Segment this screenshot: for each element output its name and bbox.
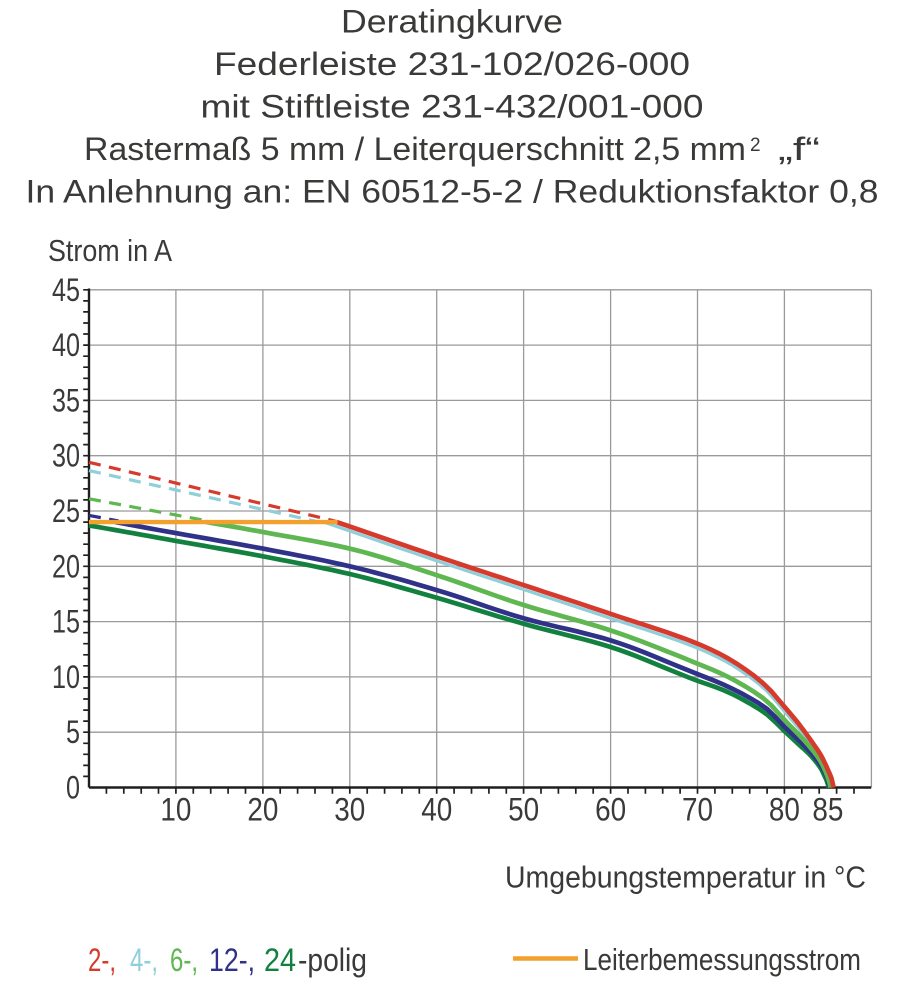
svg-text:10: 10: [160, 792, 191, 828]
svg-text:Deratingkurve: Deratingkurve: [341, 4, 563, 40]
svg-text:35: 35: [52, 382, 80, 418]
svg-text:In Anlehnung an: EN 60512-5-2: In Anlehnung an: EN 60512-5-2 / Reduktio…: [26, 174, 879, 210]
svg-text:2-,: 2-,: [88, 942, 116, 978]
svg-text:85: 85: [812, 792, 843, 828]
svg-text:20: 20: [247, 792, 278, 828]
svg-text:„f“: „f“: [778, 131, 820, 167]
svg-text:60: 60: [595, 792, 626, 828]
svg-text:15: 15: [52, 604, 80, 640]
svg-text:4-,: 4-,: [130, 942, 158, 978]
svg-text:45: 45: [52, 272, 80, 308]
svg-text:mit Stiftleiste 231-432/001-00: mit Stiftleiste 231-432/001-000: [201, 89, 704, 125]
svg-text:0: 0: [66, 770, 80, 806]
svg-text:Leiterbemessungsstrom: Leiterbemessungsstrom: [583, 942, 861, 977]
svg-text:5: 5: [66, 714, 80, 750]
svg-text:70: 70: [682, 792, 713, 828]
svg-text:Umgebungstemperatur in °C: Umgebungstemperatur in °C: [505, 860, 866, 895]
svg-text:Rastermaß 5 mm / Leiterquersch: Rastermaß 5 mm / Leiterquerschnitt 2,5 m…: [84, 131, 746, 167]
svg-text:-polig: -polig: [298, 942, 367, 978]
svg-text:20: 20: [52, 548, 80, 584]
svg-text:30: 30: [52, 438, 80, 474]
svg-text:25: 25: [52, 493, 80, 529]
svg-text:30: 30: [334, 792, 365, 828]
svg-text:Federleiste 231-102/026-000: Federleiste 231-102/026-000: [214, 46, 690, 82]
svg-text:10: 10: [52, 659, 80, 695]
svg-text:50: 50: [508, 792, 539, 828]
svg-text:Strom in A: Strom in A: [48, 233, 172, 268]
svg-text:40: 40: [52, 327, 80, 363]
svg-text:12-,: 12-,: [209, 942, 255, 978]
svg-text:40: 40: [421, 792, 452, 828]
svg-text:2: 2: [750, 135, 761, 156]
svg-text:80: 80: [769, 792, 800, 828]
svg-text:6-,: 6-,: [170, 942, 198, 978]
svg-text:24: 24: [264, 942, 296, 978]
